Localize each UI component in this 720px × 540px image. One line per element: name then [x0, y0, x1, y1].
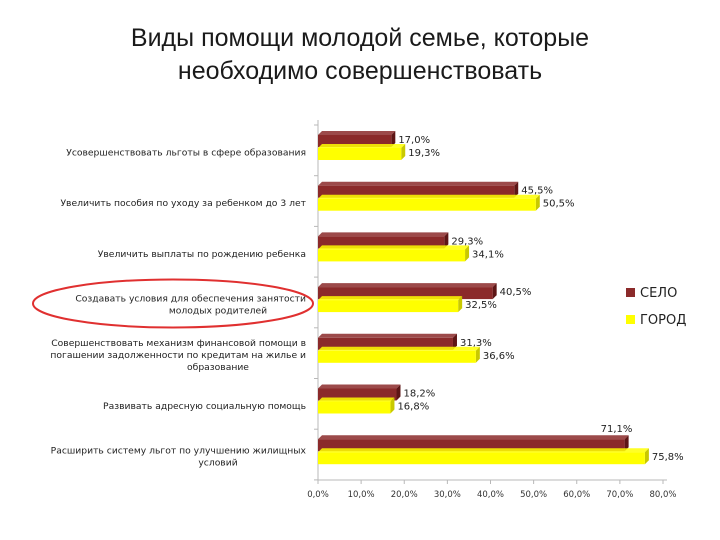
bar-top-face: [318, 333, 457, 338]
x-tick-label: 70,0%: [606, 490, 633, 500]
category-label-3: Создавать условия для обеспечения занято…: [75, 293, 306, 304]
x-tick-label: 50,0%: [520, 490, 547, 500]
data-label-selo-5: 18,2%: [403, 389, 435, 400]
data-label-gorod-1: 50,5%: [543, 199, 575, 210]
bar-side-face: [465, 245, 470, 262]
bar-top-face: [318, 435, 629, 440]
x-tick-label: 60,0%: [563, 490, 590, 500]
bar-top-face: [318, 181, 519, 186]
bar-side-face: [514, 181, 519, 198]
legend-label-gorod: ГОРОД: [640, 313, 686, 328]
highlight-ellipse: [32, 278, 314, 329]
bar-side-face: [396, 384, 401, 401]
bar-side-face: [535, 194, 540, 211]
category-label-4: Совершенствовать механизм финансовой пом…: [51, 338, 306, 349]
x-tick-label: 30,0%: [434, 490, 461, 500]
data-label-selo-1: 45,5%: [521, 186, 553, 197]
bar-front-face: [318, 198, 536, 211]
x-tick-label: 10,0%: [348, 490, 375, 500]
category-label-2: Увеличить выплаты по рождению ребенка: [98, 249, 306, 260]
bar-front-face: [318, 148, 402, 160]
data-label-gorod-3: 32,5%: [465, 300, 497, 311]
category-label-0: Усовершенствовать льготы в сфере образов…: [66, 147, 306, 158]
bar-gorod-2: [318, 245, 470, 262]
x-tick-label: 40,0%: [477, 490, 504, 500]
bar-top-face: [318, 384, 401, 389]
bar-side-face: [492, 283, 497, 300]
x-tick-label: 0,0%: [307, 490, 329, 500]
category-label-4: образование: [187, 362, 249, 373]
x-tick-label: 20,0%: [391, 490, 418, 500]
data-label-selo-0: 17,0%: [398, 135, 430, 146]
bar-side-face: [644, 448, 649, 465]
data-label-selo-6: 71,1%: [601, 424, 633, 435]
bar-top-face: [318, 296, 463, 301]
data-label-gorod-5: 16,8%: [397, 402, 429, 413]
bar-top-face: [318, 194, 540, 199]
bar-top-face: [318, 346, 480, 351]
x-tick-label: 80,0%: [649, 490, 676, 500]
bar-top-face: [318, 397, 395, 402]
category-label-6: Расширить систему льгот по улучшению жил…: [51, 446, 307, 457]
bar-side-face: [391, 131, 396, 147]
bar-front-face: [318, 452, 645, 465]
legend-label-selo: СЕЛО: [640, 286, 677, 301]
bar-top-face: [318, 448, 649, 453]
bar-top-face: [318, 144, 406, 148]
bar-gorod-3: [318, 296, 463, 313]
bar-gorod-5: [318, 397, 395, 414]
bar-side-face: [475, 346, 480, 363]
legend-swatch-gorod: [626, 315, 635, 324]
category-label-6: условий: [198, 458, 237, 469]
bar-side-face: [390, 397, 395, 414]
data-label-gorod-0: 19,3%: [408, 148, 440, 159]
bar-top-face: [318, 131, 396, 135]
legend-swatch-selo: [626, 288, 635, 297]
bar-front-face: [318, 300, 459, 313]
bar-gorod-4: [318, 346, 480, 363]
data-label-gorod-2: 34,1%: [472, 249, 504, 260]
slide-title-line-1: Виды помощи молодой семье, которые: [130, 24, 590, 52]
slide-title: Виды помощи молодой семье, которые необх…: [0, 22, 720, 88]
bar-gorod-6: [318, 448, 649, 465]
category-label-3: молодых родителей: [169, 305, 267, 316]
bar-top-face: [318, 245, 470, 250]
slide-title-line-2: необходимо совершенствовать: [177, 57, 543, 85]
data-label-gorod-6: 75,8%: [652, 452, 684, 463]
data-label-gorod-4: 36,6%: [483, 351, 515, 362]
bar-side-face: [444, 232, 449, 249]
bar-side-face: [452, 333, 457, 350]
bar-side-face: [624, 435, 629, 452]
bar-top-face: [318, 283, 497, 288]
category-label-1: Увеличить пособия по уходу за ребенком д…: [60, 198, 306, 209]
bar-front-face: [318, 401, 391, 414]
bar-gorod-0: [318, 144, 406, 160]
data-label-selo-3: 40,5%: [500, 287, 532, 298]
bar-side-face: [458, 296, 463, 313]
data-label-selo-2: 29,3%: [451, 236, 483, 247]
data-label-selo-4: 31,3%: [460, 338, 492, 349]
bar-top-face: [318, 232, 449, 237]
bar-front-face: [318, 350, 476, 363]
bar-gorod-1: [318, 194, 540, 211]
bar-front-face: [318, 249, 466, 262]
category-label-4: погашении задолженности по кредитам на ж…: [50, 350, 306, 361]
bar-side-face: [401, 144, 406, 160]
category-label-5: Развивать адресную социальную помощь: [103, 401, 306, 412]
